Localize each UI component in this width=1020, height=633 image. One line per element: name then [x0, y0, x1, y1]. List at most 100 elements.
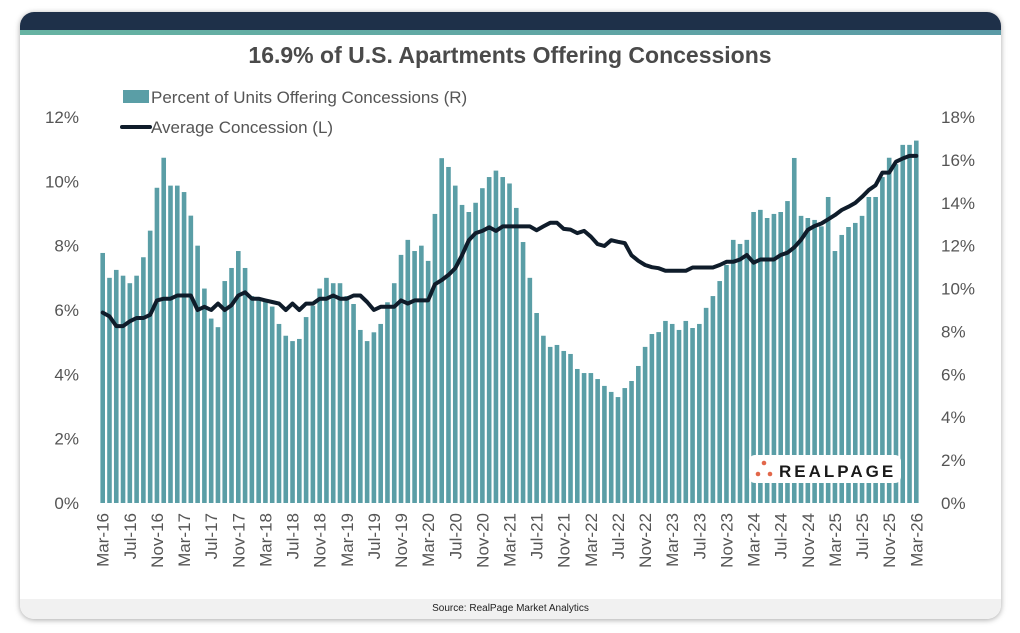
x-axis-tick-label: Mar-25 — [826, 513, 845, 567]
x-axis-tick-label: Jul-16 — [121, 513, 140, 559]
bar — [900, 144, 906, 503]
bar — [256, 299, 261, 503]
left-axis: 0% 2% 4% 6% 8% 10% 12% — [45, 108, 79, 513]
x-axis-tick-label: Jul-23 — [690, 513, 709, 559]
bar — [500, 177, 506, 504]
bar — [561, 350, 567, 503]
bar — [513, 207, 519, 503]
right-axis-tick-label: 2% — [941, 451, 966, 470]
legend-swatch-bar — [123, 90, 149, 103]
bar — [419, 245, 424, 503]
bar — [446, 166, 451, 503]
bar — [622, 388, 628, 503]
bar — [303, 317, 309, 503]
bar — [324, 277, 329, 503]
bar — [141, 257, 146, 503]
bar — [290, 341, 295, 503]
left-axis-tick-label: 12% — [45, 108, 79, 127]
x-axis-tick-label: Mar-20 — [419, 513, 438, 567]
bar — [127, 283, 133, 503]
bar — [263, 299, 268, 503]
x-axis-tick-label: Mar-26 — [907, 513, 926, 567]
bar — [798, 215, 804, 503]
bar — [737, 243, 743, 503]
bar — [880, 177, 885, 504]
bar — [405, 239, 411, 504]
legend-label-bar: Percent of Units Offering Concessions (R… — [151, 88, 467, 107]
bar — [202, 288, 207, 503]
bar — [297, 338, 302, 503]
bar — [656, 332, 661, 503]
bar — [852, 222, 858, 504]
bar — [812, 219, 817, 503]
bar — [832, 251, 838, 503]
bar — [459, 204, 465, 503]
bar — [412, 251, 417, 503]
bar — [608, 391, 614, 503]
bar — [527, 277, 533, 503]
x-axis-tick-label: Jul-25 — [853, 513, 872, 559]
x-axis-tick-label: Mar-19 — [338, 513, 357, 567]
logo-text: REALPAGE — [779, 462, 896, 481]
chart-title: 16.9% of U.S. Apartments Offering Conces… — [248, 42, 771, 68]
bar — [398, 254, 404, 503]
left-axis-tick-label: 4% — [54, 365, 79, 384]
bar — [337, 283, 343, 503]
x-axis-tick-label: Mar-24 — [745, 513, 764, 567]
bar — [113, 269, 119, 503]
bar — [229, 267, 234, 503]
bar — [134, 275, 139, 503]
logo-dot — [767, 471, 773, 477]
bar — [697, 323, 702, 503]
bar — [778, 211, 783, 503]
bar — [873, 196, 878, 503]
bar — [378, 323, 383, 503]
bar — [791, 157, 797, 503]
x-axis-tick-label: Jul-17 — [202, 513, 221, 559]
bar — [703, 307, 709, 503]
x-axis-tick-label: Nov-21 — [555, 513, 574, 568]
bar — [554, 344, 560, 503]
bar — [425, 260, 431, 503]
right-axis-tick-label: 6% — [941, 365, 966, 384]
legend: Percent of Units Offering Concessions (R… — [120, 88, 467, 137]
bar — [914, 140, 919, 504]
bar — [154, 187, 160, 503]
left-axis-tick-label: 6% — [54, 301, 79, 320]
bar — [710, 296, 716, 503]
x-axis-tick-label: Jul-22 — [609, 513, 628, 559]
source-note: Source: RealPage Market Analytics — [20, 599, 1001, 619]
bar — [480, 188, 485, 503]
bar — [391, 283, 397, 503]
bar — [385, 302, 390, 503]
bar — [866, 196, 872, 503]
right-axis-tick-label: 12% — [941, 237, 975, 256]
bar — [819, 226, 824, 503]
bar — [452, 185, 458, 503]
bar — [730, 239, 736, 504]
x-axis-tick-label: Nov-20 — [473, 513, 492, 568]
bar — [839, 234, 845, 503]
x-axis-tick-label: Mar-22 — [582, 513, 601, 567]
right-axis-tick-label: 14% — [941, 194, 975, 213]
bar — [642, 346, 648, 503]
x-axis-tick-label: Nov-19 — [392, 513, 411, 568]
bar — [188, 215, 194, 503]
legend-label-line: Average Concession (L) — [151, 118, 333, 137]
bar — [439, 158, 444, 503]
bar — [629, 380, 634, 503]
bar — [168, 185, 173, 503]
bar — [758, 209, 763, 504]
bar — [161, 157, 167, 503]
x-axis-tick-label: Nov-17 — [229, 513, 248, 568]
bar — [595, 379, 600, 503]
bar — [785, 201, 790, 503]
bar — [174, 185, 180, 503]
x-axis-tick-label: Nov-16 — [148, 513, 167, 568]
right-axis-tick-label: 10% — [941, 280, 975, 299]
right-axis: 0% 2% 4% 6% 8% 10% 12% 14% 16% 18% — [941, 108, 975, 513]
bar — [222, 281, 228, 503]
bar — [649, 334, 655, 503]
bar — [663, 320, 668, 503]
bar — [825, 196, 831, 503]
